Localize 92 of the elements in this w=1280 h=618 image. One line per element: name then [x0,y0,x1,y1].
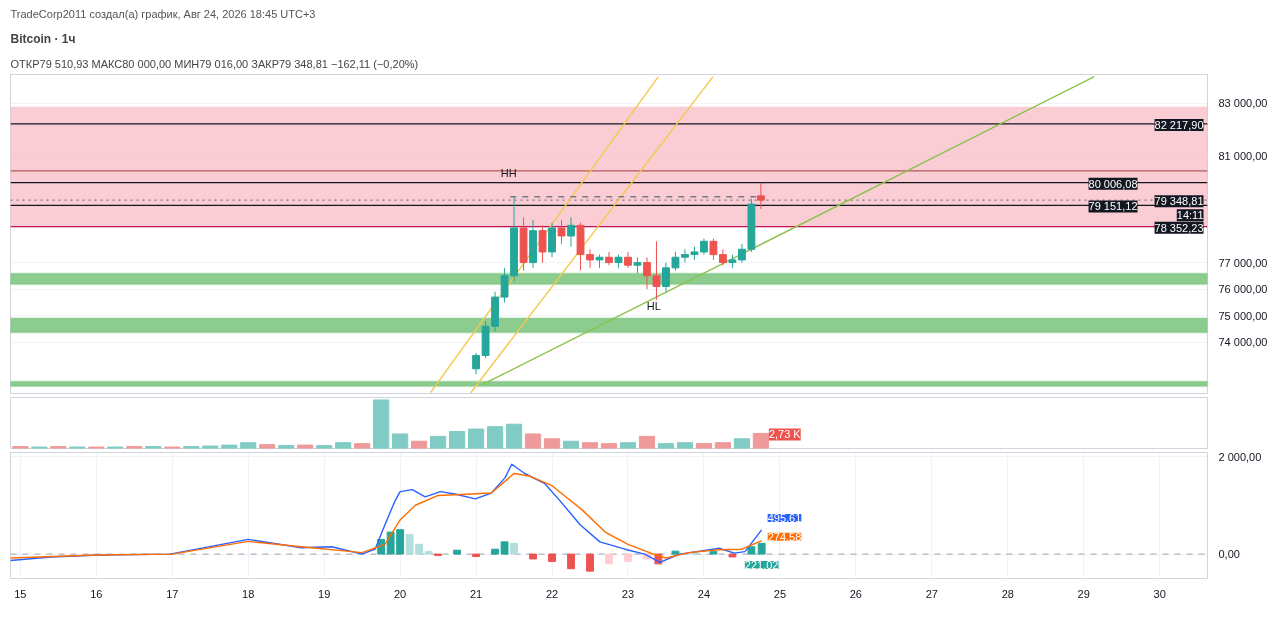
bar [709,551,718,555]
x-tick-label: 25 [773,587,787,600]
bar [586,553,594,572]
annotation: 2,73 K [768,428,802,441]
y-tick-label: 75 000,00 [1218,309,1268,322]
bar [562,440,580,449]
x-tick-label: 18 [242,587,255,600]
bar [259,444,276,449]
x-tick-label: 22 [545,587,559,600]
bar [624,553,632,562]
candlestick [472,352,480,375]
bar [467,428,485,449]
bar [619,442,637,449]
bar [757,542,766,555]
bar [392,433,409,449]
x-tick-label: 17 [166,587,179,600]
bar [430,435,447,449]
bar [728,553,737,558]
bar [505,423,523,449]
bar [605,553,613,565]
candlestick [605,251,613,266]
candlestick [652,240,661,301]
data-label: 274,58 [767,530,802,543]
x-tick-label: 26 [849,587,862,600]
y-tick-label: 2 000,00 [1218,450,1262,463]
x-tick-label: 29 [1077,587,1090,600]
y-tick-label: 76 000,00 [1218,283,1268,296]
ref-line-label: 80 006,08 [1088,177,1138,190]
text: TradeCorp2011 создал(а) график, Авг 24, 2026 18:45 UTC+3 [10,7,316,20]
x-tick-label: 30 [1153,587,1166,600]
chart-subtitle: ОТКР79 510,93 МАКС80 000,00 МИН79 016,00 ЗАКР79 348,81 −162,11 (−0,20%) [10,57,419,70]
bar [714,442,732,449]
bar [548,553,556,562]
x-tick-label: 27 [925,587,938,600]
data-label: 495,61 [767,511,802,524]
bar [453,549,462,555]
bar [600,443,618,449]
y-tick-label: 77 000,00 [1218,256,1268,269]
candlestick [548,222,556,258]
x-tick-label: 24 [697,587,711,600]
bar [733,438,751,449]
annotation: 14:11 [1176,209,1204,222]
bar [567,553,575,570]
bar [373,399,390,449]
bar [752,432,769,449]
ref-line-label: 79 151,12 [1088,200,1138,213]
y-tick-label: 81 000,00 [1218,150,1268,163]
x-tick-label: 23 [621,587,635,600]
chart-title: Bitcoin · 1ч [10,31,76,46]
bar [486,426,504,449]
annotation: HL [646,299,661,312]
candlestick [567,216,575,248]
candlestick [756,182,765,210]
x-tick-label: 21 [469,587,483,600]
candlestick [643,256,651,290]
x-tick-label: 16 [90,587,103,600]
bar [676,442,694,449]
bar [543,438,561,449]
x-tick-label: 20 [394,587,407,600]
bar [221,444,238,449]
y-tick-label: 74 000,00 [1218,336,1268,349]
y-tick-label: 0,00 [1218,548,1240,561]
bar [510,542,518,555]
x-tick-label: 28 [1001,587,1014,600]
bar [695,443,713,449]
ref-line-label: 78 352,23 [1154,221,1204,234]
bar [202,445,219,449]
ref-line-label: 82 217,90 [1154,118,1204,131]
ref-line-label: 79 348,81 [1154,195,1204,208]
candlestick [738,243,746,264]
bar [657,443,675,449]
x-tick-label: 19 [318,587,331,600]
candlestick [557,219,566,245]
bar [424,551,433,555]
bar [472,553,480,558]
data-label: 221,02 [744,559,779,572]
bar [411,440,428,449]
bar [240,442,257,449]
bar [671,550,680,555]
bar [529,553,537,560]
bar [524,433,542,449]
bar [297,444,314,449]
annotation: HH [500,166,517,179]
bar [335,442,352,449]
bar [638,435,656,449]
bar [747,546,756,555]
bar [354,443,371,449]
candlestick [538,224,547,264]
bar [581,442,599,449]
x-tick-label: 15 [14,587,27,600]
y-tick-label: 83 000,00 [1218,97,1268,110]
bar [449,431,466,449]
